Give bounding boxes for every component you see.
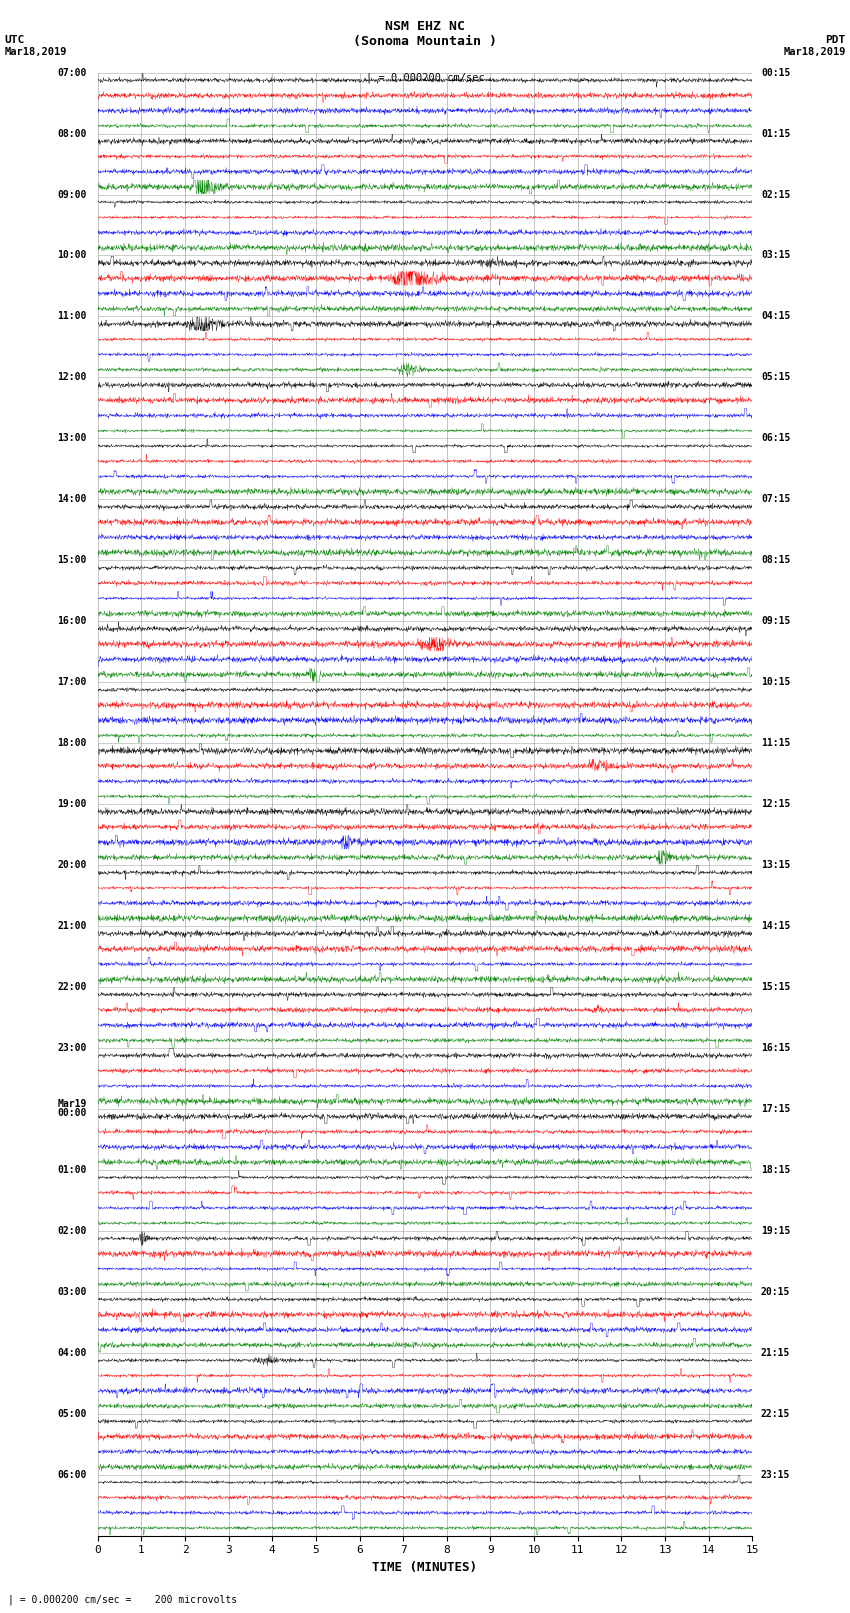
Text: 15:00: 15:00 [58,555,87,565]
Text: Mar18,2019: Mar18,2019 [4,47,67,56]
Text: 13:00: 13:00 [58,434,87,444]
Text: 20:15: 20:15 [761,1287,790,1297]
Text: 12:00: 12:00 [58,373,87,382]
Text: 18:15: 18:15 [761,1165,790,1174]
Text: 17:15: 17:15 [761,1103,790,1115]
Text: 06:00: 06:00 [58,1469,87,1479]
Text: 22:00: 22:00 [58,982,87,992]
Text: 18:00: 18:00 [58,739,87,748]
Text: 11:15: 11:15 [761,739,790,748]
Text: 22:15: 22:15 [761,1408,790,1419]
Text: 01:15: 01:15 [761,129,790,139]
Text: 23:15: 23:15 [761,1469,790,1479]
Text: 05:00: 05:00 [58,1408,87,1419]
Text: 11:00: 11:00 [58,311,87,321]
Text: 17:00: 17:00 [58,677,87,687]
Text: 19:00: 19:00 [58,798,87,810]
Text: 04:15: 04:15 [761,311,790,321]
Text: 01:00: 01:00 [58,1165,87,1174]
Text: 08:00: 08:00 [58,129,87,139]
Text: 13:15: 13:15 [761,860,790,869]
Text: 07:00: 07:00 [58,68,87,77]
Text: 05:15: 05:15 [761,373,790,382]
Text: 03:00: 03:00 [58,1287,87,1297]
Text: 06:15: 06:15 [761,434,790,444]
Text: | = 0.000200 cm/sec =    200 microvolts: | = 0.000200 cm/sec = 200 microvolts [8,1594,238,1605]
Text: 14:15: 14:15 [761,921,790,931]
Text: 03:15: 03:15 [761,250,790,260]
Text: 02:15: 02:15 [761,189,790,200]
Text: 09:00: 09:00 [58,189,87,200]
Text: 21:00: 21:00 [58,921,87,931]
Text: 10:00: 10:00 [58,250,87,260]
Text: 19:15: 19:15 [761,1226,790,1236]
Text: Mar19
00:00: Mar19 00:00 [58,1100,87,1118]
Text: 23:00: 23:00 [58,1044,87,1053]
Text: Mar18,2019: Mar18,2019 [783,47,846,56]
Title: NSM EHZ NC
(Sonoma Mountain ): NSM EHZ NC (Sonoma Mountain ) [353,19,497,48]
Text: 04:00: 04:00 [58,1348,87,1358]
Text: 16:00: 16:00 [58,616,87,626]
Text: 09:15: 09:15 [761,616,790,626]
Text: 20:00: 20:00 [58,860,87,869]
Text: 07:15: 07:15 [761,494,790,505]
Text: 00:15: 00:15 [761,68,790,77]
Text: UTC: UTC [4,35,25,45]
Text: 08:15: 08:15 [761,555,790,565]
Text: 02:00: 02:00 [58,1226,87,1236]
Text: 16:15: 16:15 [761,1044,790,1053]
Text: 14:00: 14:00 [58,494,87,505]
Text: 15:15: 15:15 [761,982,790,992]
Text: 10:15: 10:15 [761,677,790,687]
Text: PDT: PDT [825,35,846,45]
Text: 12:15: 12:15 [761,798,790,810]
Text: 21:15: 21:15 [761,1348,790,1358]
Text: | = 0.000200 cm/sec: | = 0.000200 cm/sec [366,73,484,84]
X-axis label: TIME (MINUTES): TIME (MINUTES) [372,1561,478,1574]
